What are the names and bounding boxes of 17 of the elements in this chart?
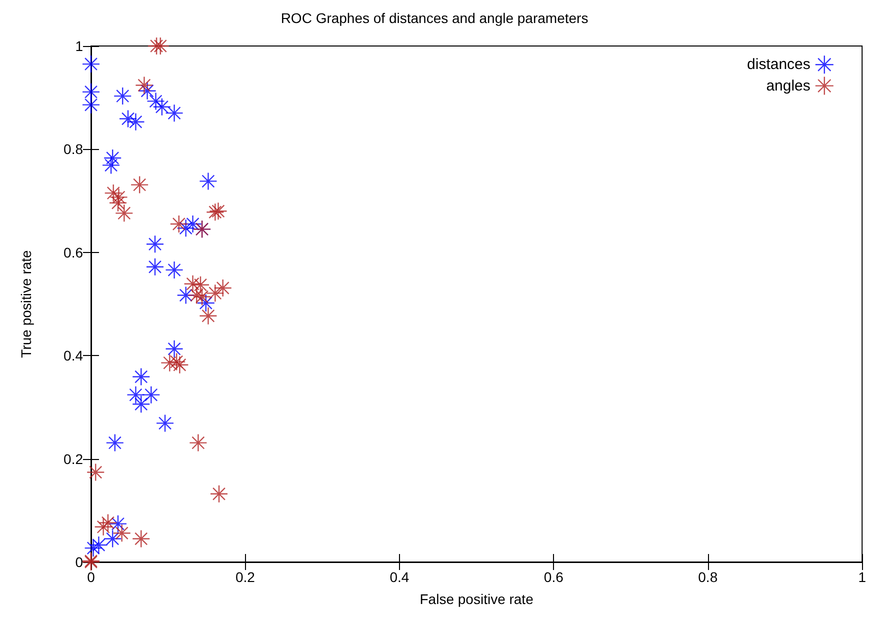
- legend-label: distances: [747, 56, 810, 74]
- y-tick-label: 0.8: [64, 141, 84, 158]
- y-tick-label: 1: [75, 38, 84, 54]
- legend-label: angles: [766, 77, 810, 94]
- x-tick-label: 0.4: [390, 569, 410, 585]
- x-tick-label: 0: [87, 569, 96, 585]
- x-tick-label: 0.8: [698, 569, 718, 585]
- x-tick-label: 0.6: [544, 569, 564, 585]
- x-tick-label: 0.2: [235, 569, 256, 585]
- x-axis-title: False positive rate: [420, 591, 534, 607]
- y-axis-title: True positive rate: [18, 250, 34, 358]
- chart-title: ROC Graphes of distances and angle parameters: [280, 10, 588, 26]
- y-tick-label: 0: [75, 554, 84, 570]
- y-tick-label: 0.2: [64, 450, 84, 467]
- y-tick-label: 0.4: [64, 348, 84, 364]
- y-tick-label: 0.6: [64, 244, 84, 260]
- x-tick-label: 1: [858, 569, 866, 585]
